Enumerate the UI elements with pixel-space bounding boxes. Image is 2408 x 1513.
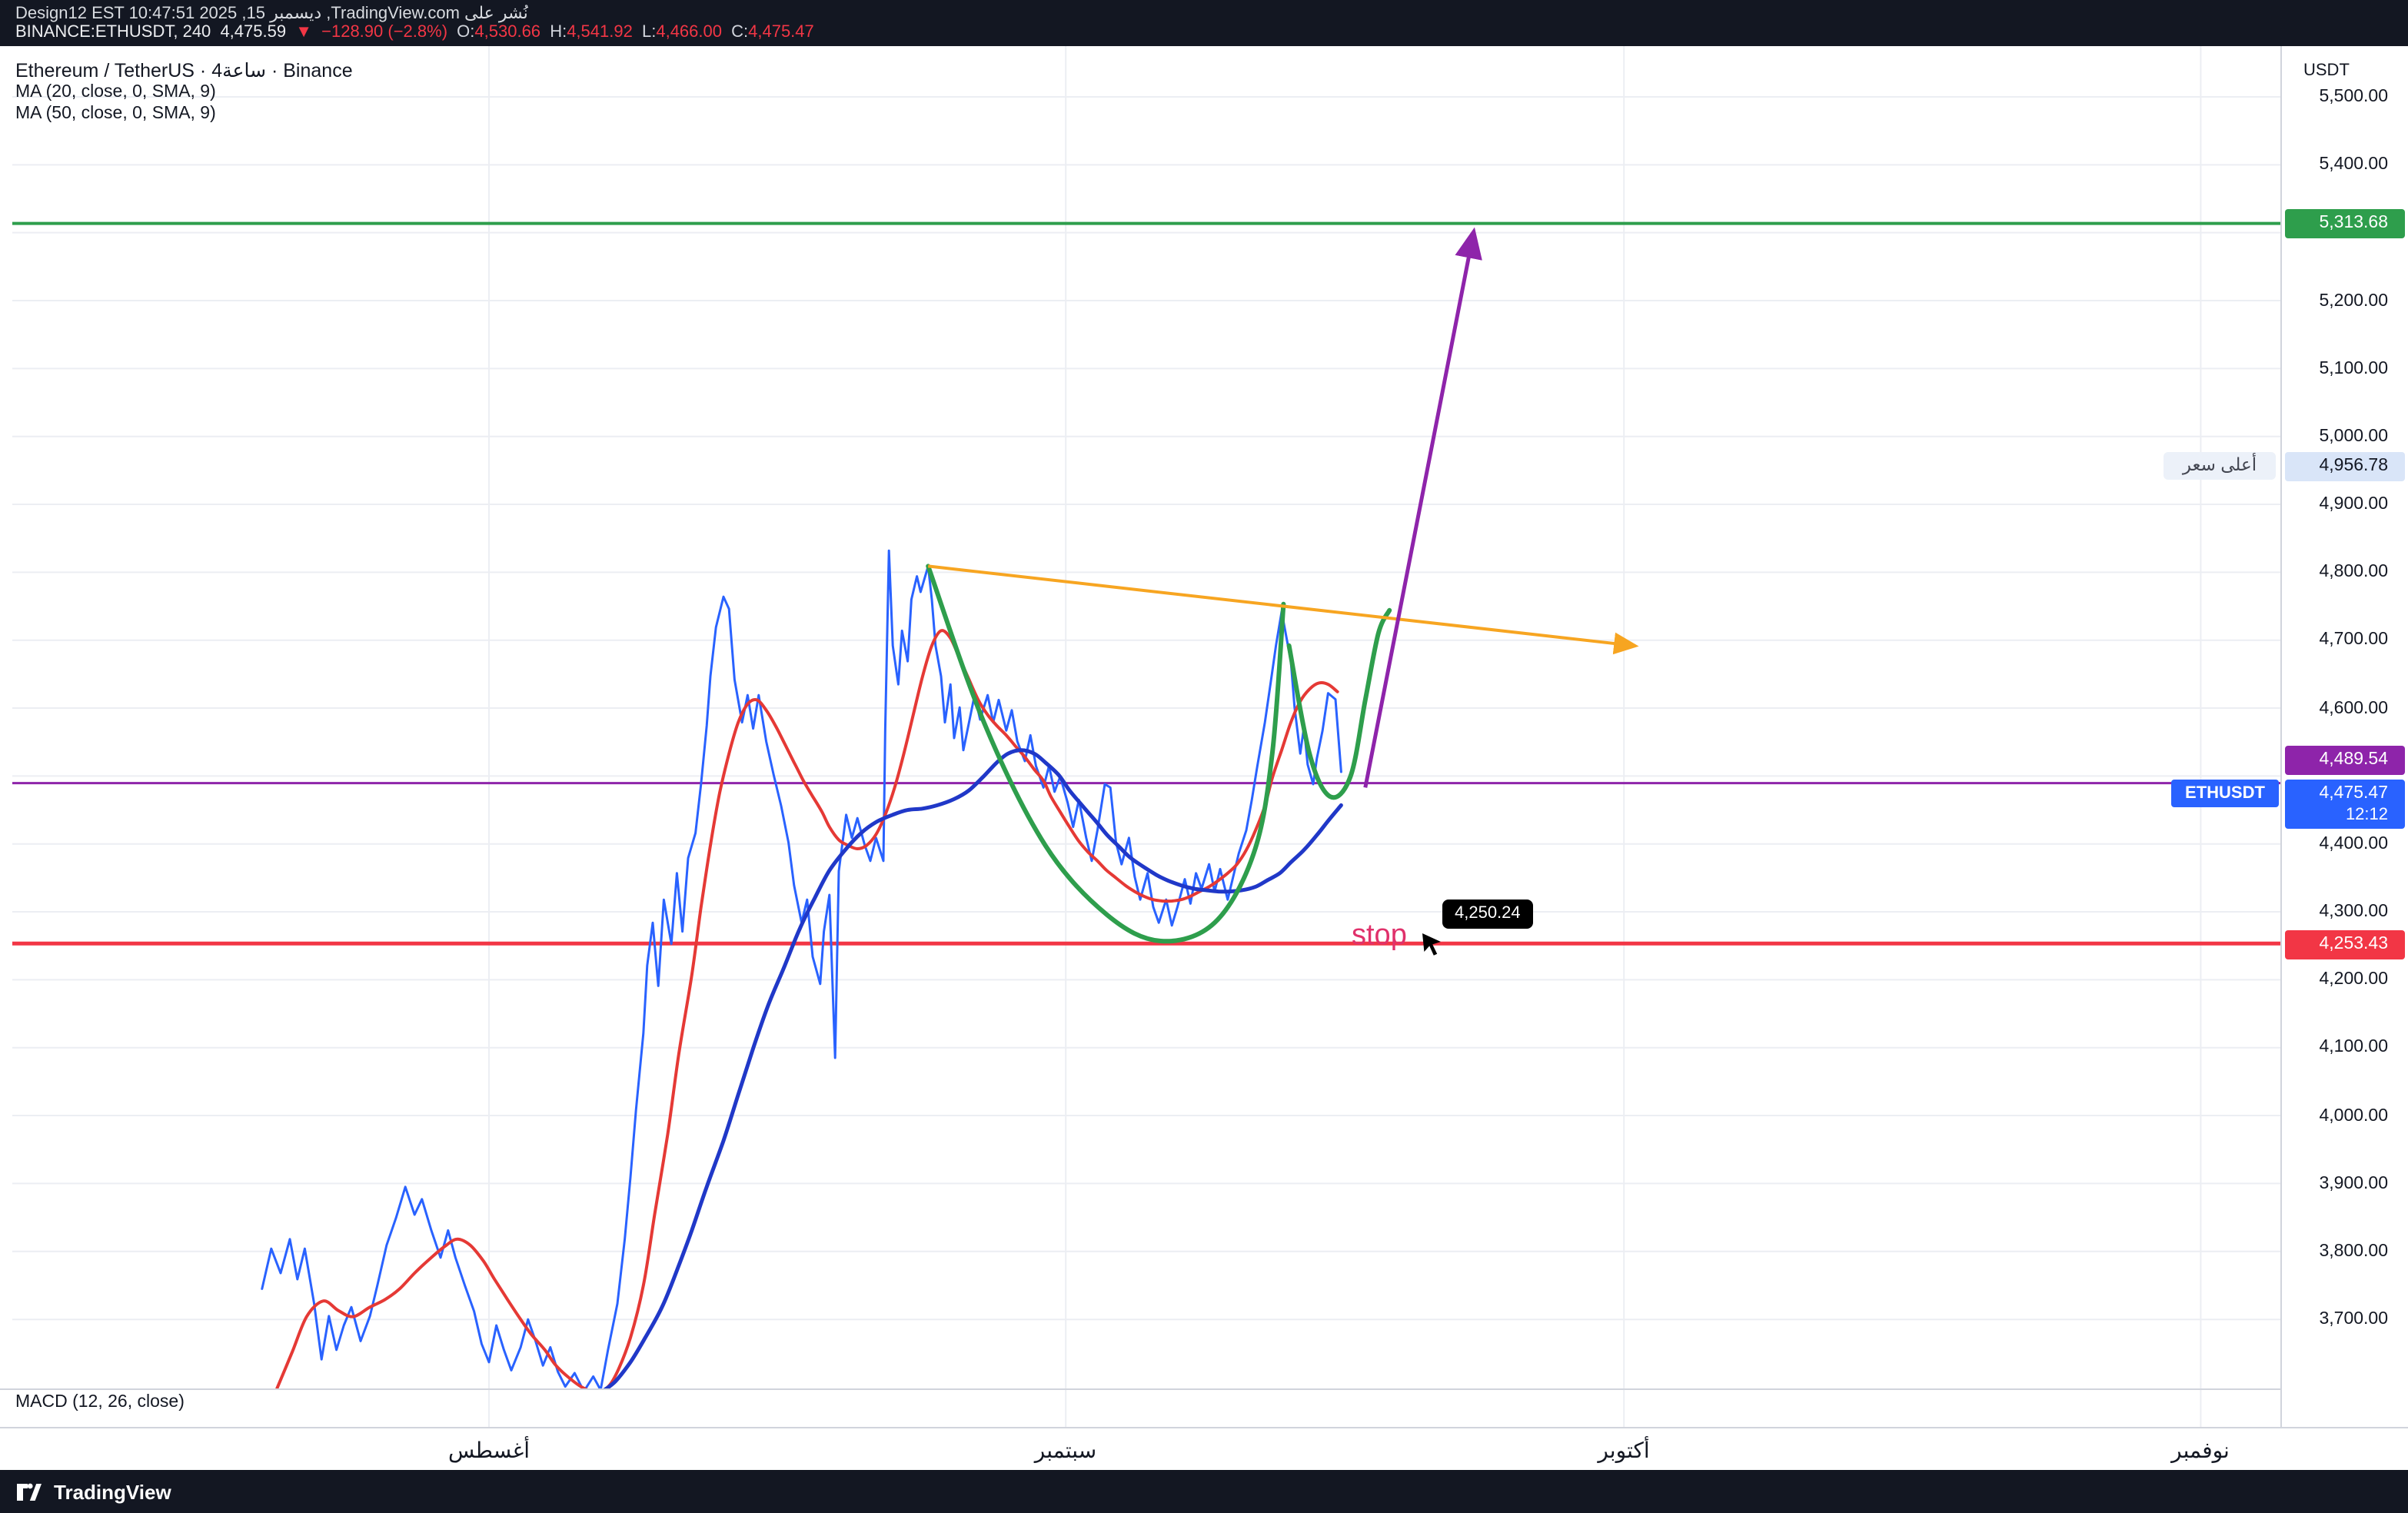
price-axis-tick: 3,700.00 xyxy=(2319,1310,2388,1328)
mouse-cursor-icon xyxy=(1422,933,1441,956)
price-axis-tick: 4,800.00 xyxy=(2319,563,2388,581)
legend-macd: MACD (12, 26, close) xyxy=(15,1393,185,1412)
symbol-info-row: BINANCE:ETHUSDT, 240 4,475.59 ▼ −128.90 … xyxy=(15,23,819,42)
price-axis-tick: 5,000.00 xyxy=(2319,427,2388,446)
open-label: O: xyxy=(457,23,475,42)
price-axis-tick: 4,000.00 xyxy=(2319,1107,2388,1126)
price-axis-tick: 3,900.00 xyxy=(2319,1175,2388,1193)
price-axis-tick: 4,700.00 xyxy=(2319,630,2388,649)
high-value: 4,541.92 xyxy=(567,23,633,42)
last-price: 4,475.59 xyxy=(220,23,287,42)
time-axis[interactable]: أغسطس سبتمبر أكتوبر نوفمبر xyxy=(0,1428,2408,1470)
chart-legend: Ethereum / TetherUS · 4ساعة · Binance MA… xyxy=(15,60,353,125)
green-curve-drawing[interactable] xyxy=(926,564,1286,944)
close-label: C: xyxy=(731,23,749,42)
open-value: 4,530.66 xyxy=(474,23,541,42)
price-axis-tick: 4,900.00 xyxy=(2319,495,2388,514)
orange-trendline-arrow[interactable] xyxy=(927,564,1639,655)
price-axis-tick: 5,500.00 xyxy=(2319,88,2388,106)
low-label: L: xyxy=(641,23,657,42)
bottom-bar: TradingView xyxy=(0,1470,2408,1513)
pane-separator[interactable] xyxy=(0,1388,2408,1390)
highest-price-tick: 4,956.78 xyxy=(2285,452,2405,481)
symbol-name: BINANCE:ETHUSDT, 240 xyxy=(15,23,211,42)
stop-annotation[interactable]: stop xyxy=(1352,919,1407,952)
price-axis-tick: 4,200.00 xyxy=(2319,970,2388,989)
resistance-price-badge: 4,489.54 xyxy=(2285,746,2405,775)
close-value: 4,475.47 xyxy=(748,23,814,42)
top-bar: Design12 EST 10:47:51 2025 ,15 ديسمبر ,T… xyxy=(0,0,2408,46)
target-price-badge: 5,313.68 xyxy=(2285,209,2405,238)
publish-info: Design12 EST 10:47:51 2025 ,15 ديسمبر ,T… xyxy=(15,5,528,23)
stop-price-badge: 4,253.43 xyxy=(2285,930,2405,959)
brand-name[interactable]: TradingView xyxy=(54,1480,171,1503)
price-tooltip: 4,250.24 xyxy=(1442,899,1533,929)
price-axis-tick: 4,100.00 xyxy=(2319,1038,2388,1056)
green-curve-drawing[interactable] xyxy=(1286,607,1392,800)
legend-symbol-title: Ethereum / TetherUS · 4ساعة · Binance xyxy=(15,60,353,81)
price-axis-tick: 5,200.00 xyxy=(2319,292,2388,311)
price-axis-tick: 5,100.00 xyxy=(2319,360,2388,378)
month-label: أكتوبر xyxy=(1598,1438,1650,1462)
legend-ma20: MA (20, close, 0, SMA, 9) xyxy=(15,83,216,101)
tradingview-logo xyxy=(17,1483,42,1501)
price-axis-tick: 4,600.00 xyxy=(2319,700,2388,718)
bar-countdown: 12:12 xyxy=(2345,806,2388,824)
high-label: H: xyxy=(550,23,567,42)
ma-20-series[interactable] xyxy=(275,629,1339,1392)
price-axis-tick: 5,400.00 xyxy=(2319,155,2388,174)
month-label: نوفمبر xyxy=(2171,1438,2230,1462)
down-triangle-icon: ▼ xyxy=(295,23,312,42)
month-label: سبتمبر xyxy=(1034,1438,1097,1462)
current-price-value: 4,475.47 xyxy=(2319,784,2388,803)
ma-50-series[interactable] xyxy=(603,748,1343,1392)
highest-price-label: أعلى سعر xyxy=(2164,452,2276,480)
purple-projection-arrow[interactable] xyxy=(1363,227,1482,788)
price-axis[interactable]: USDT 4,956.78 4,475.47 12:12 5,500.00 5,4… xyxy=(2280,46,2408,1427)
low-value: 4,466.00 xyxy=(656,23,722,42)
month-label: أغسطس xyxy=(447,1438,530,1462)
time-axis-separator xyxy=(0,1427,2408,1428)
symbol-axis-label: ETHUSDT xyxy=(2171,780,2279,807)
price-axis-tick: 3,800.00 xyxy=(2319,1242,2388,1261)
price-change: −128.90 (−2.8%) xyxy=(321,23,448,42)
price-axis-tick: 4,400.00 xyxy=(2319,835,2388,853)
current-price-badge: 4,475.47 12:12 xyxy=(2285,780,2405,829)
price-axis-tick: 4,300.00 xyxy=(2319,903,2388,921)
currency-label: USDT xyxy=(2303,62,2350,80)
legend-ma50: MA (50, close, 0, SMA, 9) xyxy=(15,104,216,122)
